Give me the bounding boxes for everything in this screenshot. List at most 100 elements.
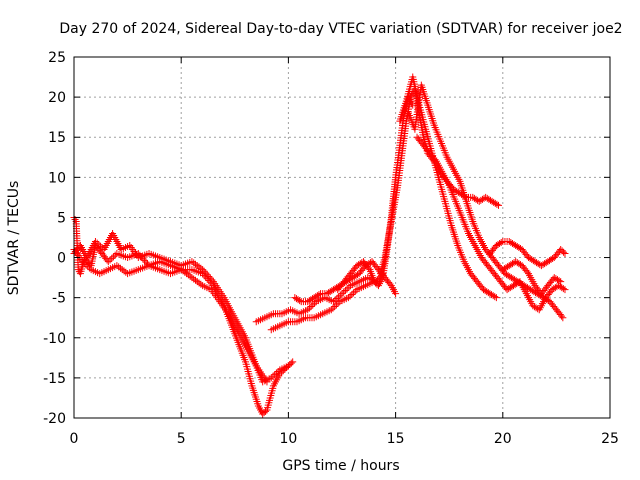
x-tick-label: 25 xyxy=(601,431,619,447)
data-point xyxy=(309,301,317,309)
y-tick-labels: -20 -15 -10 -5 0 5 10 15 20 25 xyxy=(43,50,66,427)
data-point xyxy=(350,289,358,297)
data-point xyxy=(183,270,191,278)
data-point xyxy=(327,306,335,314)
data-point xyxy=(558,312,566,320)
data-point xyxy=(118,266,126,274)
grid-lines xyxy=(73,56,611,419)
series-track-k xyxy=(413,133,569,314)
data-point xyxy=(263,378,271,386)
data-point xyxy=(190,275,198,283)
data-point xyxy=(195,279,203,287)
data-point xyxy=(343,285,351,293)
data-point xyxy=(358,259,366,267)
data-point xyxy=(191,260,199,268)
data-point xyxy=(523,268,531,276)
data-point xyxy=(205,272,213,280)
y-tick-label: 5 xyxy=(57,210,66,226)
series-track-l xyxy=(486,238,569,270)
data-points xyxy=(70,73,569,418)
data-point xyxy=(365,264,373,272)
data-point xyxy=(274,367,282,375)
y-tick-label: 0 xyxy=(57,251,66,267)
data-point xyxy=(336,291,344,299)
data-point xyxy=(557,278,565,286)
data-point xyxy=(272,369,280,377)
data-point xyxy=(491,293,499,301)
data-point xyxy=(492,294,500,302)
x-tick-labels: 0 5 10 15 20 25 xyxy=(70,431,619,447)
data-point xyxy=(188,274,196,282)
data-point xyxy=(495,201,503,209)
series-track-m xyxy=(499,258,565,298)
data-point xyxy=(269,372,277,380)
data-point xyxy=(331,302,339,310)
data-point xyxy=(329,304,337,312)
data-point xyxy=(351,287,359,295)
data-point xyxy=(296,297,304,305)
data-point xyxy=(199,266,207,274)
data-point xyxy=(271,371,279,379)
x-tick-label: 20 xyxy=(494,431,512,447)
data-point xyxy=(97,242,105,250)
data-point xyxy=(193,278,201,286)
data-point xyxy=(208,276,216,284)
data-point xyxy=(431,156,439,164)
data-point xyxy=(497,239,505,247)
data-point xyxy=(561,250,569,258)
data-point xyxy=(197,280,205,288)
data-point xyxy=(333,294,341,302)
data-point xyxy=(79,258,87,266)
data-point xyxy=(186,272,194,280)
data-point xyxy=(341,286,349,294)
data-point xyxy=(559,285,567,293)
data-point xyxy=(202,269,210,277)
data-point xyxy=(93,239,101,247)
data-point xyxy=(560,248,568,256)
data-point xyxy=(82,261,90,269)
data-point xyxy=(345,283,353,291)
y-axis-label: SDTVAR / TECUs xyxy=(6,181,22,296)
data-point xyxy=(332,301,340,309)
data-point xyxy=(193,262,201,270)
x-axis-label: GPS time / hours xyxy=(282,458,399,474)
data-point xyxy=(206,274,214,282)
data-point xyxy=(191,276,199,284)
y-tick-label: 20 xyxy=(48,90,66,106)
data-point xyxy=(195,263,203,271)
data-point xyxy=(111,251,119,259)
y-tick-label: 10 xyxy=(48,170,66,186)
data-point xyxy=(120,267,128,275)
data-point xyxy=(559,314,567,322)
axis-ticks xyxy=(73,56,611,419)
data-point xyxy=(493,200,501,208)
series-track-j xyxy=(404,81,567,322)
data-point xyxy=(331,296,339,304)
data-point xyxy=(335,293,343,301)
data-point xyxy=(84,262,92,270)
data-point xyxy=(104,258,112,266)
data-point xyxy=(200,267,208,275)
y-tick-label: -20 xyxy=(43,411,66,427)
x-tick-label: 15 xyxy=(387,431,405,447)
x-tick-label: 0 xyxy=(70,431,79,447)
data-point xyxy=(122,268,130,276)
data-point xyxy=(80,259,88,267)
data-point xyxy=(91,238,99,246)
data-point xyxy=(113,262,121,270)
y-tick-label: 15 xyxy=(48,130,66,146)
data-point xyxy=(116,264,124,272)
data-point xyxy=(338,290,346,298)
data-point xyxy=(142,258,150,266)
data-point xyxy=(366,259,374,267)
data-point xyxy=(307,302,315,310)
x-tick-label: 10 xyxy=(279,431,297,447)
data-point xyxy=(190,259,198,267)
data-point xyxy=(177,266,185,274)
data-point xyxy=(95,241,103,249)
data-point xyxy=(386,280,394,288)
data-point xyxy=(179,267,187,275)
data-point xyxy=(203,271,211,279)
data-point xyxy=(289,358,297,366)
